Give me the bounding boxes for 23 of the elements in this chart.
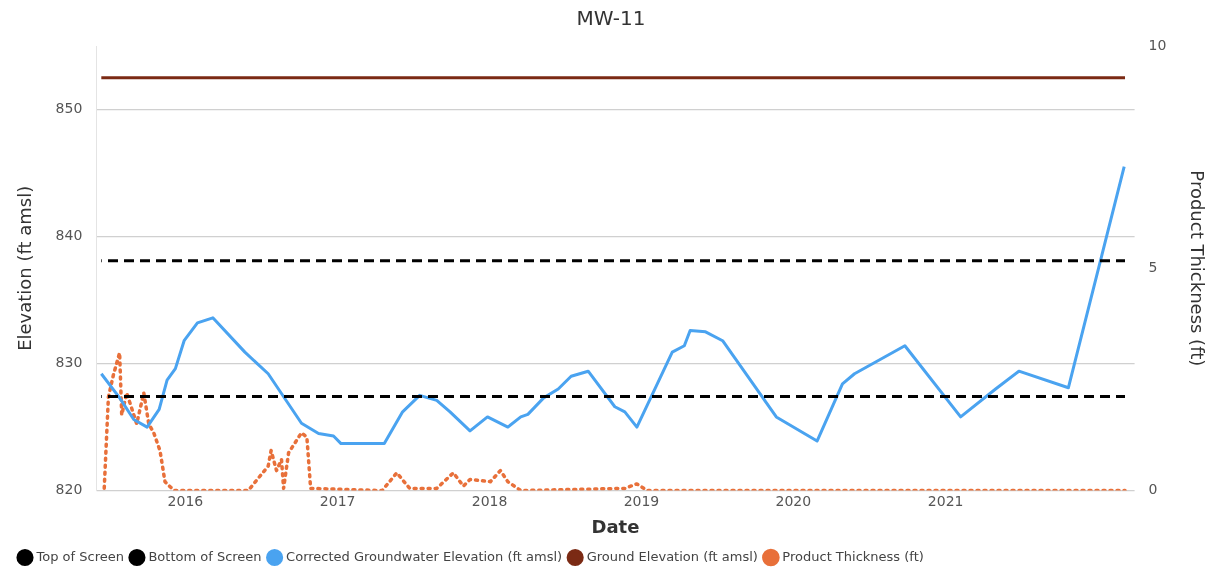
y-axis-title: Elevation (ft amsl) — [14, 185, 36, 351]
legend-label: Top of Screen — [35, 548, 124, 564]
legend-label: Corrected Groundwater Elevation (ft amsl) — [286, 548, 563, 564]
legend-label: Ground Elevation (ft amsl) — [586, 548, 758, 564]
chart-title: MW-11 — [576, 6, 646, 31]
y2-tick-label: 0 — [1148, 481, 1158, 498]
legend-label: Bottom of Screen — [148, 548, 262, 564]
y2-tick-label: 5 — [1148, 258, 1158, 275]
x-tick-label: 2016 — [167, 492, 204, 509]
y2-tick-label: 10 — [1148, 36, 1167, 53]
x-tick-label: 2020 — [775, 492, 812, 509]
line-series — [102, 351, 1127, 491]
x-tick-label: 2017 — [319, 492, 356, 509]
x-tick-label: 2019 — [623, 492, 660, 509]
x-axis-title: Date — [591, 515, 640, 537]
y-tick-label: 850 — [55, 100, 83, 117]
x-tick-label: 2021 — [927, 492, 964, 509]
y-tick-label: 820 — [55, 481, 83, 498]
y2-axis-title: Product Thickness (ft) — [1186, 170, 1208, 367]
y-tick-label: 840 — [55, 227, 83, 244]
x-tick-label: 2018 — [471, 492, 508, 509]
legend-label: Product Thickness (ft) — [782, 548, 924, 564]
y-tick-label: 830 — [55, 354, 83, 371]
